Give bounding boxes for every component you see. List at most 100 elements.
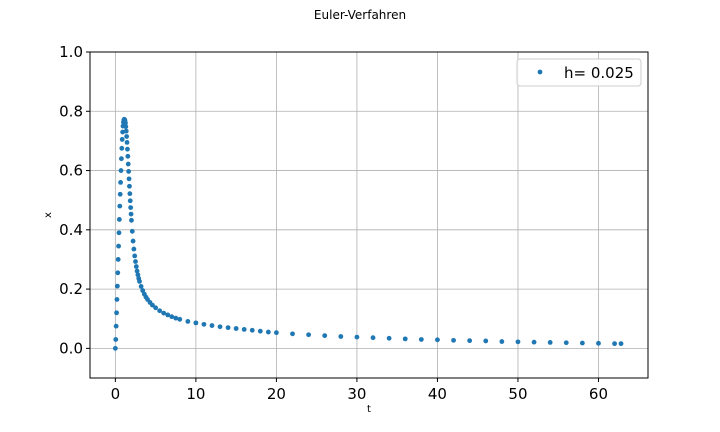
data-point [249, 327, 255, 333]
data-point [274, 330, 279, 336]
data-point [115, 257, 121, 262]
chart-title: Euler-Verfahren [314, 8, 406, 22]
x-tick-label: 40 [428, 385, 447, 403]
x-axis-label: t [367, 404, 371, 415]
y-tick-label: 0.4 [59, 221, 83, 239]
data-point [132, 253, 138, 259]
data-point [138, 284, 144, 289]
data-point [161, 310, 167, 316]
data-point [531, 339, 537, 345]
data-point [137, 278, 142, 284]
data-point [119, 156, 124, 162]
data-point [157, 308, 163, 314]
data-point [117, 203, 123, 209]
data-point [114, 310, 119, 316]
data-point [133, 264, 139, 269]
data-point [173, 315, 179, 321]
data-point [116, 230, 122, 236]
plot-frame [89, 51, 649, 379]
x-tick-label: 10 [186, 385, 205, 403]
data-point [128, 205, 134, 210]
data-point [126, 169, 132, 174]
x-tick-label: 50 [508, 385, 527, 403]
data-point [134, 268, 140, 274]
x-ticks: 0 10 20 30 40 50 60 [111, 378, 608, 403]
data-point [185, 318, 191, 324]
data-point [119, 137, 125, 142]
data-point [112, 345, 118, 351]
data-point [127, 191, 133, 197]
data-point [370, 335, 376, 341]
data-point [124, 134, 130, 139]
data-point [130, 238, 136, 244]
data-point [153, 305, 159, 311]
data-point [118, 168, 124, 173]
data-point [169, 314, 175, 320]
data-point [131, 246, 137, 252]
y-tick-label: 0.2 [59, 280, 83, 298]
data-point [116, 243, 121, 249]
data-point [193, 320, 199, 326]
data-point [133, 259, 138, 264]
y-tick-label: 0.0 [59, 339, 83, 357]
data-point [116, 217, 122, 222]
data-point [115, 270, 121, 276]
data-point [165, 312, 171, 318]
data-point [127, 183, 132, 189]
data-point [127, 198, 133, 204]
y-tick-label: 0.6 [59, 162, 83, 180]
data-point [119, 145, 125, 151]
data-point [177, 316, 183, 322]
data-point [265, 329, 271, 335]
data-point [120, 129, 126, 135]
data-point [418, 337, 424, 342]
data-point [306, 332, 312, 338]
data-point [547, 340, 553, 345]
data-point [123, 120, 128, 126]
data-point [125, 161, 131, 167]
data-point [113, 337, 119, 342]
data-point [124, 139, 130, 145]
data-point [257, 328, 263, 334]
data-point [114, 283, 120, 289]
legend-marker [537, 69, 543, 75]
data-point [322, 333, 328, 339]
x-tick-label: 60 [589, 385, 608, 403]
y-ticks: 0.0 0.2 0.4 0.6 0.8 1.0 [59, 43, 90, 357]
data-point [483, 338, 489, 344]
data-point [117, 191, 123, 197]
data-point [114, 297, 120, 302]
data-point [499, 339, 505, 344]
data-point [201, 321, 207, 327]
data-point [125, 153, 131, 159]
data-point [515, 339, 521, 345]
data-point [126, 176, 132, 182]
legend-box [516, 58, 642, 87]
legend-label: h= 0.025 [564, 64, 634, 82]
data-point [118, 180, 123, 185]
data-point [128, 211, 134, 217]
x-tick-label: 30 [347, 385, 366, 403]
data-point [233, 326, 239, 331]
y-axis-label: x [43, 212, 54, 218]
data-point [225, 325, 231, 331]
legend: h= 0.025 [516, 58, 642, 87]
data-point [290, 331, 295, 337]
x-tick-label: 0 [111, 385, 121, 403]
data-point [596, 340, 601, 346]
y-tick-label: 1.0 [59, 43, 83, 61]
data-point [217, 324, 223, 330]
data-point [123, 124, 129, 130]
data-point [113, 323, 119, 329]
data-point [579, 340, 585, 346]
data-point [451, 337, 456, 343]
grid [90, 51, 648, 378]
data-point [241, 326, 247, 332]
data-points [112, 116, 624, 351]
data-point [386, 335, 392, 341]
data-point [125, 146, 130, 152]
data-point [129, 228, 135, 234]
data-point [435, 337, 440, 343]
data-point [612, 341, 617, 347]
